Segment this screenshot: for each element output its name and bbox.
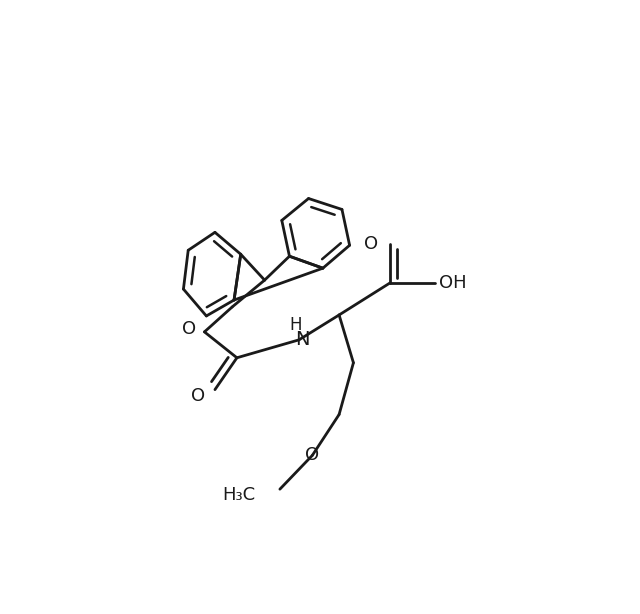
Text: OH: OH [439, 274, 467, 292]
Text: H: H [290, 316, 302, 333]
Text: O: O [182, 320, 196, 338]
Text: O: O [305, 446, 319, 464]
Text: O: O [364, 235, 378, 254]
Text: N: N [295, 330, 309, 349]
Text: H₃C: H₃C [222, 486, 255, 504]
Text: O: O [191, 387, 205, 405]
